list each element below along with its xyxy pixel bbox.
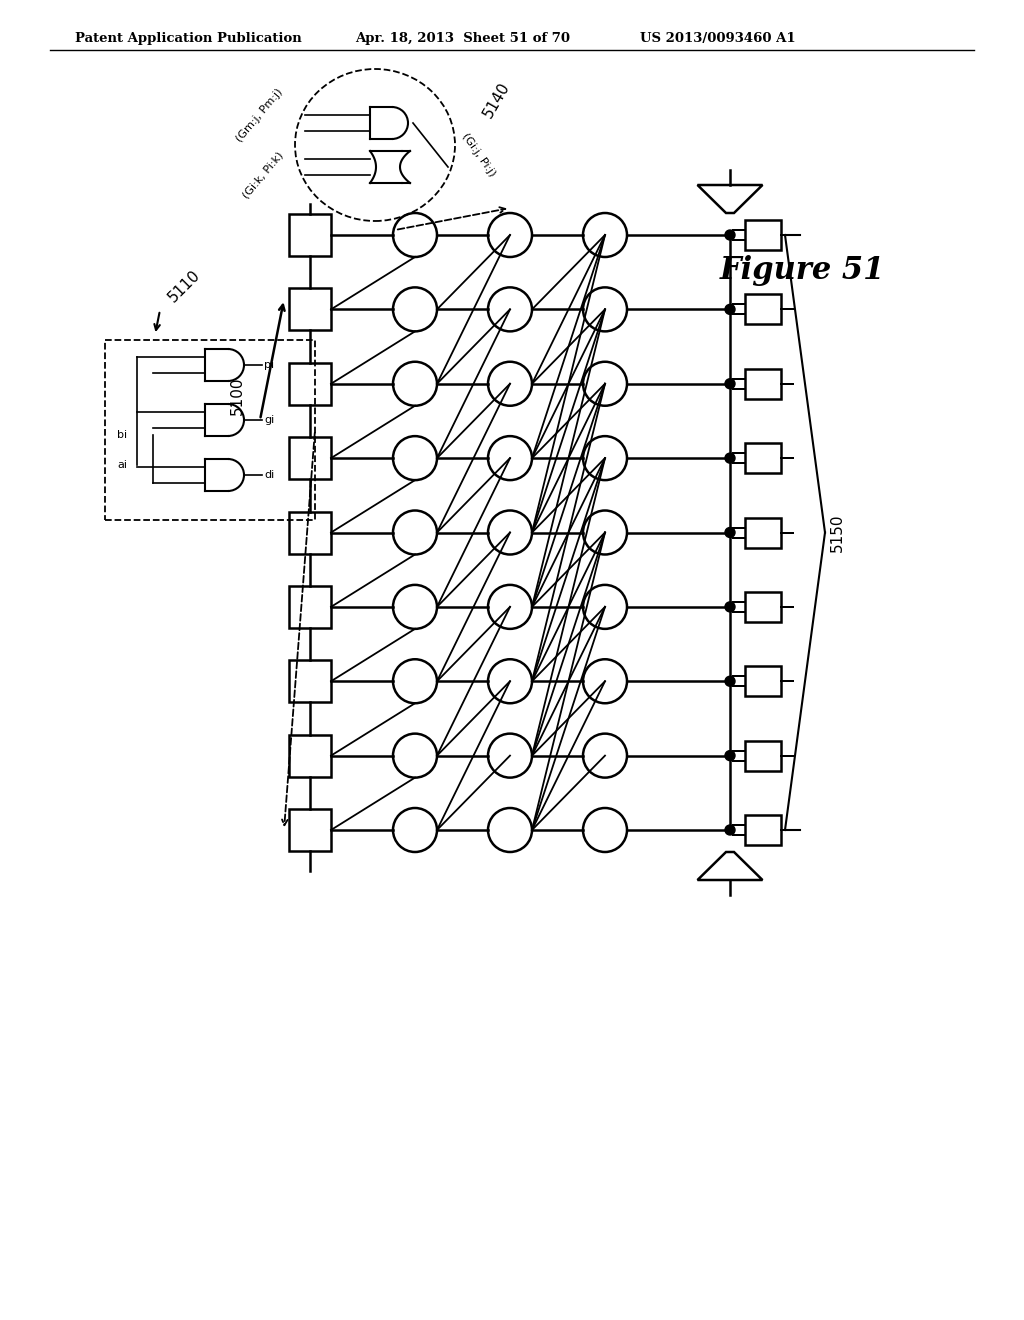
- Bar: [745, 294, 781, 325]
- Bar: [105, 341, 315, 520]
- Text: bi: bi: [117, 430, 127, 440]
- Circle shape: [725, 379, 735, 389]
- Circle shape: [725, 528, 735, 537]
- Text: 5110: 5110: [165, 267, 203, 305]
- Bar: [745, 517, 781, 548]
- Bar: [745, 814, 781, 845]
- Circle shape: [725, 305, 735, 314]
- Text: (Gi:j, Pi:j): (Gi:j, Pi:j): [460, 132, 498, 178]
- Bar: [289, 809, 331, 851]
- Circle shape: [725, 453, 735, 463]
- Circle shape: [725, 751, 735, 760]
- Text: Apr. 18, 2013  Sheet 51 of 70: Apr. 18, 2013 Sheet 51 of 70: [355, 32, 570, 45]
- Bar: [289, 511, 331, 553]
- Bar: [289, 586, 331, 628]
- Bar: [745, 444, 781, 473]
- Text: US 2013/0093460 A1: US 2013/0093460 A1: [640, 32, 796, 45]
- Bar: [289, 437, 331, 479]
- Bar: [745, 220, 781, 249]
- Bar: [745, 741, 781, 771]
- Bar: [289, 735, 331, 776]
- Bar: [289, 363, 331, 405]
- Circle shape: [725, 825, 735, 836]
- Circle shape: [725, 230, 735, 240]
- Text: (Gi:k, Pi:k): (Gi:k, Pi:k): [241, 149, 285, 201]
- Text: Patent Application Publication: Patent Application Publication: [75, 32, 302, 45]
- Bar: [289, 214, 331, 256]
- Text: pi: pi: [264, 360, 274, 370]
- Text: di: di: [264, 470, 274, 480]
- Bar: [745, 667, 781, 696]
- Circle shape: [725, 676, 735, 686]
- Bar: [745, 368, 781, 399]
- Text: ai: ai: [117, 459, 127, 470]
- Bar: [289, 660, 331, 702]
- Bar: [289, 288, 331, 330]
- Text: Figure 51: Figure 51: [720, 255, 886, 285]
- Text: 5100: 5100: [230, 376, 245, 414]
- Text: 5140: 5140: [480, 79, 512, 120]
- Bar: [745, 591, 781, 622]
- Text: (Gm:j, Pm:j): (Gm:j, Pm:j): [234, 86, 285, 144]
- Text: 5150: 5150: [830, 513, 845, 552]
- Circle shape: [725, 602, 735, 612]
- Text: gi: gi: [264, 414, 274, 425]
